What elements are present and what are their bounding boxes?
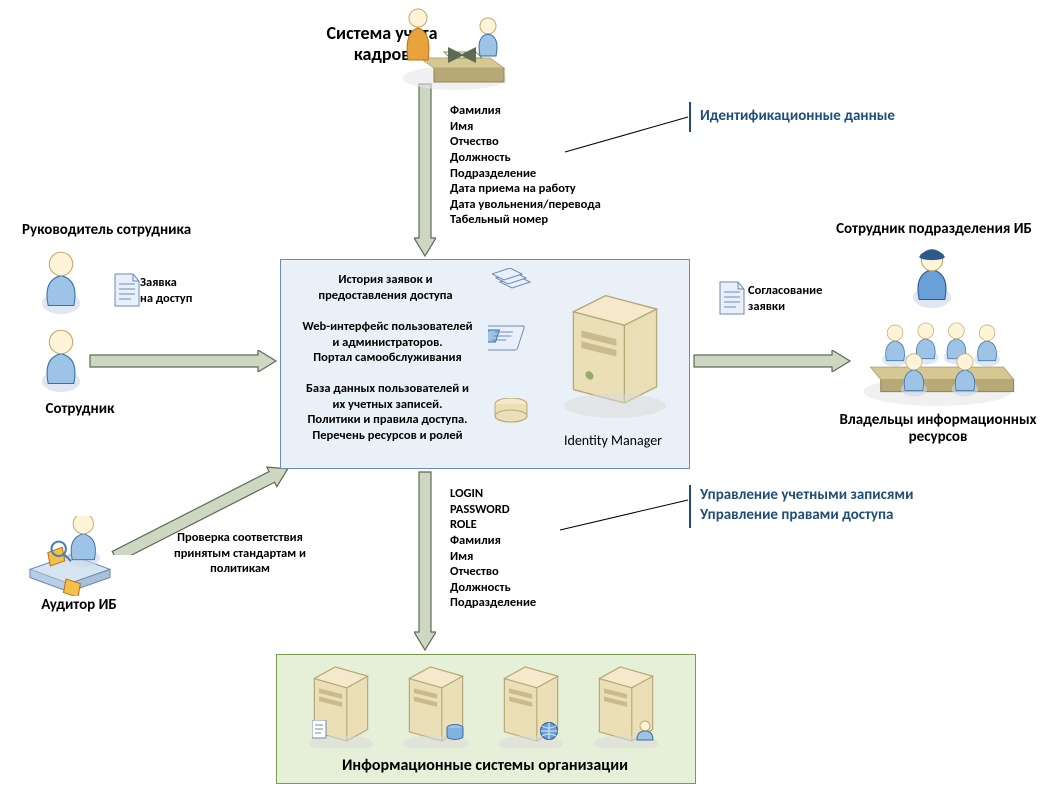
orgsys-server-4-badge-user-icon	[636, 720, 656, 742]
callout-acct-mgmt2: Управление правами доступа	[700, 506, 893, 524]
orgsys-server-3-badge-globe-icon	[540, 722, 560, 742]
orgsys-title: Информационные системы организации	[276, 756, 694, 775]
orgsys-server-1-badge-doc-icon	[312, 720, 328, 740]
orgsys-server-2-badge-db-icon	[446, 724, 466, 742]
callout-acct-mgmt1: Управление учетными записями	[700, 486, 913, 504]
